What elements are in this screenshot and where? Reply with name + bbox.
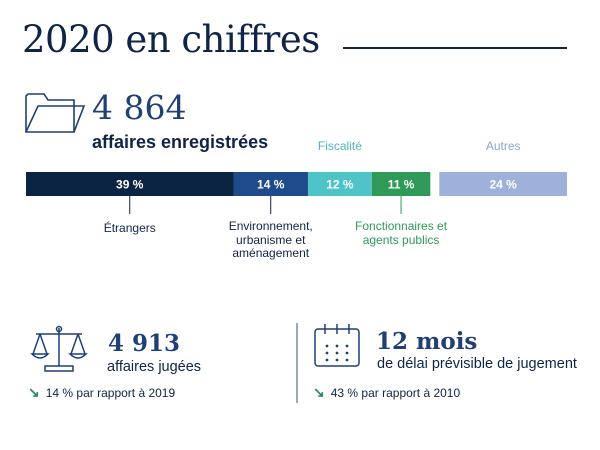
judgment-delay-label: de délai prévisible de jugement (377, 356, 577, 372)
folder-icon (25, 93, 86, 133)
trend-down-arrow-icon: ↘ (28, 384, 40, 400)
bar-segment-fiscalite (307, 172, 372, 196)
bar-value-label: 11 % (388, 178, 415, 192)
page-title: 2020 en chiffres (22, 18, 320, 61)
category-label-fiscalite: Fiscalité (317, 139, 362, 153)
judged-cases-label: affaires jugées (107, 359, 202, 375)
delay-trend-text: 43 % par rapport à 2010 (330, 386, 461, 400)
calendar-icon (314, 324, 360, 367)
category-label-autres: Autres (485, 139, 521, 153)
judged-cases-value: 4 913 (108, 330, 181, 357)
judgment-delay-value: 12 mois (376, 328, 478, 355)
stacked-bar-chart: 39 % 14 % 12 % 11 % 24 % (26, 172, 567, 214)
bar-segment-autres (439, 172, 567, 196)
category-label-environnement-urbanisme-et-amenagement: Environnement, urbanisme et aménagement (228, 219, 313, 260)
bar-segment-fonctionnaires-et-agents-publics (371, 172, 431, 196)
stats-divider (296, 323, 298, 403)
scales-icon (30, 325, 88, 372)
bar-value-label: 24 % (489, 178, 517, 192)
bar-segment-etrangers (26, 172, 234, 196)
title-rule (343, 47, 567, 49)
bar-segment-environnement-urbanisme-et-amenagement (233, 172, 308, 196)
category-label-etrangers: Étrangers (103, 221, 156, 235)
bar-value-label: 39 % (116, 178, 144, 192)
registered-cases-label: affaires enregistrées (92, 132, 269, 152)
category-label-fonctionnaires-et-agents-publics: Fonctionnaires et agents publics (355, 219, 448, 247)
judged-trend: ↘ 14 % par rapport à 2019 (28, 384, 175, 401)
judged-trend-text: 14 % par rapport à 2019 (45, 386, 176, 400)
delay-trend: ↘ 43 % par rapport à 2010 (313, 384, 460, 401)
bar-value-label: 12 % (326, 178, 354, 192)
bar-value-label: 14 % (257, 178, 285, 192)
registered-cases-value: 4 864 (92, 88, 187, 127)
trend-down-arrow-icon: ↘ (313, 384, 325, 400)
